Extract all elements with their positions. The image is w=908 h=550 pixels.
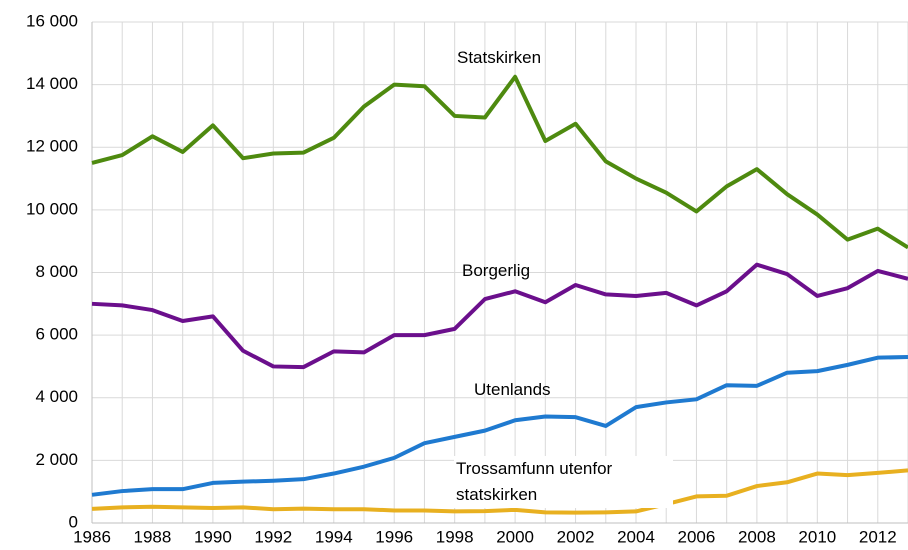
y-tick-label: 12 000 xyxy=(26,137,78,156)
series-label: Utenlands xyxy=(474,380,551,399)
y-tick-label: 8 000 xyxy=(35,262,78,281)
series-line xyxy=(91,468,908,515)
series-line xyxy=(91,262,908,370)
x-tick-label: 2006 xyxy=(678,527,716,546)
x-tick-label: 2000 xyxy=(496,527,534,546)
series-line xyxy=(91,74,908,250)
y-tick-label: 0 xyxy=(69,512,78,531)
series-label: Statskirken xyxy=(457,48,542,67)
y-tick-label: 14 000 xyxy=(26,74,78,93)
x-tick-label: 1986 xyxy=(73,527,111,546)
x-tick-label: 2012 xyxy=(859,527,897,546)
x-tick-label: 1998 xyxy=(436,527,474,546)
x-tick-label: 2008 xyxy=(738,527,776,546)
series-label: Trossamfunn utenfor statskirken xyxy=(454,456,673,508)
y-tick-label: 16 000 xyxy=(26,11,78,30)
x-tick-label: 2010 xyxy=(798,527,836,546)
y-tick-label: 4 000 xyxy=(35,387,78,406)
x-tick-label: 1988 xyxy=(134,527,172,546)
x-tick-label: 1992 xyxy=(254,527,292,546)
y-tick-label: 2 000 xyxy=(35,450,78,469)
series-label: Borgerlig xyxy=(462,261,531,280)
x-tick-label: 1990 xyxy=(194,527,232,546)
x-tick-label: 1994 xyxy=(315,527,353,546)
x-tick-label: 2004 xyxy=(617,527,655,546)
y-tick-label: 6 000 xyxy=(35,325,78,344)
series-line xyxy=(91,355,908,497)
y-tick-label: 10 000 xyxy=(26,199,78,218)
x-tick-label: 2002 xyxy=(557,527,595,546)
x-tick-label: 1996 xyxy=(375,527,413,546)
